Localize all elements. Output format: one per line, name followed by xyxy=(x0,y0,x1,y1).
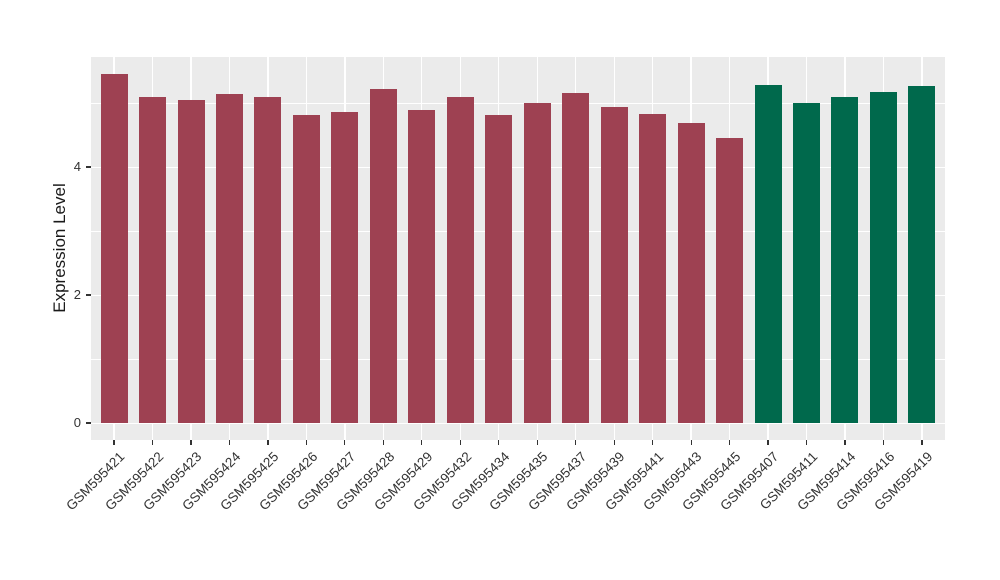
bar-GSM595411 xyxy=(793,103,820,423)
x-tick-mark xyxy=(151,440,154,445)
x-tick-mark xyxy=(805,440,808,445)
bar-GSM595427 xyxy=(331,111,359,423)
gridline-minor xyxy=(91,231,945,232)
x-tick-mark xyxy=(113,440,115,445)
bar-GSM595428 xyxy=(369,88,397,423)
y-tick-mark xyxy=(86,422,91,424)
x-tick-mark xyxy=(767,440,769,445)
bar-GSM595423 xyxy=(177,99,205,423)
bar-GSM595407 xyxy=(754,85,782,423)
bar-GSM595421 xyxy=(100,74,128,423)
x-tick-mark xyxy=(652,440,654,445)
bar-GSM595434 xyxy=(485,115,513,423)
x-tick-mark xyxy=(382,440,384,445)
x-tick-mark xyxy=(344,440,346,445)
gridline-major xyxy=(91,423,945,425)
x-tick-mark xyxy=(498,440,500,445)
bar-GSM595435 xyxy=(523,103,551,423)
bar-GSM595432 xyxy=(446,97,474,423)
bar-GSM595439 xyxy=(600,106,628,423)
y-tick-label: 4 xyxy=(73,159,81,174)
y-tick-mark xyxy=(86,166,91,168)
bar-GSM595416 xyxy=(869,92,897,423)
bar-GSM595419 xyxy=(908,85,936,423)
bar-GSM595422 xyxy=(139,97,167,423)
bar-GSM595441 xyxy=(639,113,667,423)
x-tick-mark xyxy=(459,440,461,445)
x-tick-mark xyxy=(305,440,307,445)
bar-GSM595437 xyxy=(562,93,590,423)
y-tick-label: 2 xyxy=(73,287,81,302)
y-tick-label: 0 xyxy=(73,415,81,430)
x-tick-mark xyxy=(882,440,885,445)
x-tick-mark xyxy=(421,440,423,445)
bar-GSM595445 xyxy=(716,138,744,423)
x-tick-mark xyxy=(267,440,269,445)
x-tick-mark xyxy=(844,440,846,445)
bar-GSM595414 xyxy=(831,97,859,423)
gridline-major xyxy=(91,295,945,297)
bar-GSM595425 xyxy=(254,97,282,423)
gridline-major xyxy=(91,167,945,169)
x-tick-mark xyxy=(575,440,577,445)
bar-GSM595443 xyxy=(677,122,705,423)
bar-GSM595426 xyxy=(292,115,320,423)
gridline-minor xyxy=(91,103,945,104)
x-tick-mark xyxy=(690,440,692,445)
x-tick-mark xyxy=(190,440,192,445)
x-tick-mark xyxy=(536,440,538,445)
plot-panel xyxy=(91,57,945,440)
gridline-minor xyxy=(91,359,945,360)
x-tick-mark xyxy=(728,440,731,445)
x-tick-mark xyxy=(921,440,923,445)
x-tick-mark xyxy=(613,440,615,445)
bar-GSM595424 xyxy=(215,94,243,423)
x-tick-mark xyxy=(228,440,231,445)
y-tick-mark xyxy=(86,294,91,296)
bar-GSM595429 xyxy=(408,110,436,423)
